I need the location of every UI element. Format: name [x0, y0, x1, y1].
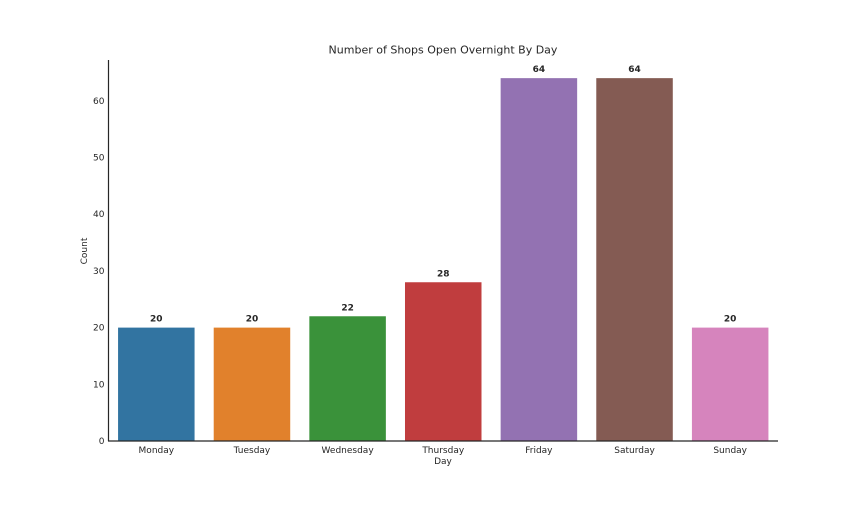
x-tick-label-saturday: Saturday	[614, 446, 655, 456]
bar-saturday	[596, 78, 673, 441]
chart-title: Number of Shops Open Overnight By Day	[329, 44, 558, 57]
y-tick-label-0: 0	[99, 437, 105, 447]
data-label-friday: 64	[533, 65, 546, 75]
x-tick-label-sunday: Sunday	[713, 446, 747, 456]
data-label-tuesday: 20	[246, 315, 259, 325]
x-axis-ticks: Monday Tuesday Wednesday Thursday Friday Satu…	[139, 446, 748, 456]
data-label-wednesday: 22	[341, 303, 354, 313]
data-label-thursday: 28	[437, 269, 450, 279]
bar-tuesday	[213, 327, 291, 441]
y-tick-label-20: 20	[93, 324, 105, 334]
bars-group	[118, 78, 769, 441]
data-labels-group: 20 20 22 28 64 64 20	[150, 65, 736, 324]
y-axis-label: Count	[80, 237, 90, 264]
bar-wednesday	[309, 316, 386, 441]
bar-thursday	[404, 282, 482, 441]
x-axis-label: Day	[434, 457, 452, 467]
bar-sunday	[691, 327, 769, 441]
y-tick-label-40: 40	[93, 210, 105, 220]
x-tick-label-friday: Friday	[525, 446, 553, 456]
y-tick-label-10: 10	[93, 380, 105, 390]
data-label-monday: 20	[150, 315, 163, 325]
x-tick-label-monday: Monday	[139, 446, 175, 456]
x-tick-label-thursday: Thursday	[421, 446, 465, 456]
y-tick-label-30: 30	[93, 267, 105, 277]
bar-monday	[118, 327, 195, 441]
y-tick-label-50: 50	[93, 154, 105, 164]
x-tick-label-tuesday: Tuesday	[233, 446, 271, 456]
y-axis-ticks: 0 10 20 30 40 50 60	[93, 97, 105, 447]
data-label-saturday: 64	[628, 65, 641, 75]
bar-friday	[500, 78, 578, 441]
data-label-sunday: 20	[724, 315, 737, 325]
y-tick-label-60: 60	[93, 97, 105, 107]
x-tick-label-wednesday: Wednesday	[322, 446, 375, 456]
